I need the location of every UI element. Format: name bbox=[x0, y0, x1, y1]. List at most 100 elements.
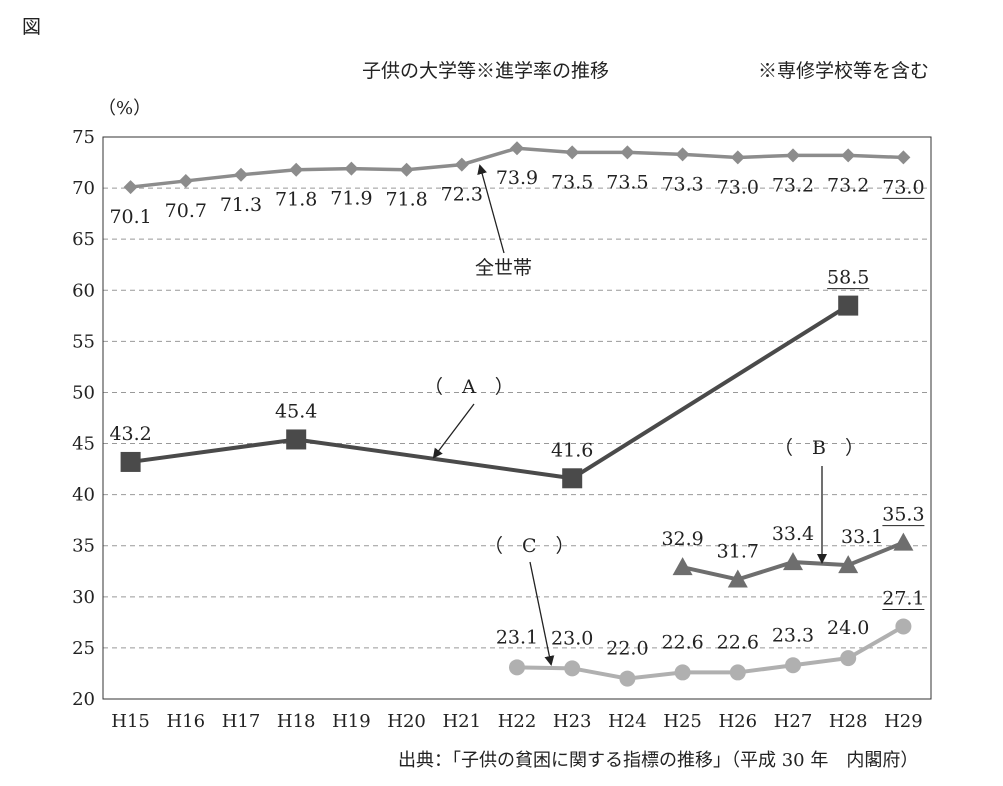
series-line bbox=[130, 303, 850, 481]
data-point bbox=[730, 150, 745, 165]
data-point bbox=[841, 148, 856, 163]
data-label: 22.6 bbox=[717, 631, 759, 653]
data-label: 35.3 bbox=[882, 504, 924, 526]
data-label: 41.6 bbox=[551, 439, 593, 461]
series-line bbox=[516, 624, 905, 681]
annotation-a-label: （ A ） bbox=[424, 376, 514, 398]
data-label: 71.8 bbox=[385, 189, 427, 211]
data-label: 27.1 bbox=[882, 587, 924, 609]
data-label: 73.0 bbox=[882, 176, 924, 198]
annotation-a: （ A ） bbox=[424, 376, 514, 459]
data-point bbox=[562, 468, 583, 489]
chart-note: ※専修学校等を含む bbox=[758, 60, 930, 82]
data-label: 24.0 bbox=[827, 617, 869, 639]
annotation-all-households-arrow bbox=[477, 164, 505, 254]
data-point bbox=[344, 161, 359, 176]
data-label: 32.9 bbox=[661, 528, 703, 550]
data-point bbox=[509, 659, 525, 676]
data-point bbox=[893, 532, 914, 551]
data-label: 22.6 bbox=[661, 631, 703, 653]
data-label: 70.7 bbox=[165, 200, 207, 222]
data-label: 23.1 bbox=[496, 626, 538, 648]
y-tick-label: 75 bbox=[72, 127, 95, 148]
y-tick-label: 55 bbox=[72, 331, 95, 352]
x-tick-label: H27 bbox=[774, 711, 813, 732]
y-tick-label: 35 bbox=[72, 536, 95, 557]
annotation-a-arrow bbox=[432, 403, 475, 459]
data-label: 22.0 bbox=[606, 638, 648, 660]
data-point bbox=[729, 664, 746, 681]
x-tick-label: H22 bbox=[498, 711, 537, 732]
x-tick-label: H16 bbox=[166, 711, 205, 732]
data-point bbox=[838, 295, 859, 316]
annotation-b: （ B ） bbox=[774, 437, 864, 564]
data-label: 73.2 bbox=[827, 174, 869, 196]
y-tick-label: 30 bbox=[72, 587, 95, 608]
chart-source: 出典：「子供の貧困に関する指標の推移」（平成 30 年 内閣府） bbox=[398, 750, 919, 771]
data-point bbox=[510, 141, 524, 156]
x-tick-label: H15 bbox=[111, 711, 150, 732]
data-point bbox=[399, 162, 414, 177]
series-2: 32.9 31.7 33.4 33.135.3 bbox=[661, 504, 925, 588]
data-label: 58.5 bbox=[827, 267, 869, 289]
y-tick-label: 50 bbox=[72, 382, 95, 403]
x-tick-label: H19 bbox=[332, 711, 371, 732]
data-label: 71.9 bbox=[330, 188, 372, 210]
y-tick-label: 45 bbox=[72, 434, 95, 455]
annotation-c-label: （ C ） bbox=[484, 535, 575, 557]
y-tick-label: 20 bbox=[72, 689, 95, 710]
x-tick-label: H29 bbox=[884, 711, 923, 732]
chart-title: 子供の大学等※進学率の推移 bbox=[362, 60, 610, 82]
y-tick-label: 60 bbox=[72, 280, 95, 301]
data-point bbox=[234, 167, 248, 182]
data-label: 23.3 bbox=[772, 624, 814, 646]
data-point bbox=[727, 569, 748, 588]
y-tick-label: 40 bbox=[72, 485, 95, 506]
data-point bbox=[895, 618, 912, 635]
data-point bbox=[674, 664, 691, 681]
series-3: 23.1 23.0 22.0 22.6 22.6 23.3 24.0 27.1 bbox=[496, 587, 925, 687]
x-tick-label: H24 bbox=[608, 711, 647, 732]
data-label: 71.3 bbox=[220, 194, 262, 216]
data-point bbox=[620, 145, 635, 160]
data-point bbox=[289, 162, 304, 177]
annotation-c: （ C ） bbox=[484, 535, 575, 666]
data-label: 70.1 bbox=[109, 206, 151, 228]
data-point bbox=[120, 451, 141, 472]
series-0: 70.1 70.7 71.3 71.8 71.9 71.8 72.3 73.9 73.5 73.5… bbox=[109, 141, 925, 228]
data-label: 71.8 bbox=[275, 189, 317, 211]
data-label: 23.0 bbox=[551, 627, 593, 649]
data-label: 31.7 bbox=[717, 540, 759, 562]
data-label: 73.5 bbox=[551, 171, 593, 193]
data-point bbox=[454, 157, 469, 172]
data-label: 33.4 bbox=[772, 523, 814, 545]
data-point bbox=[785, 657, 801, 674]
data-point bbox=[786, 148, 800, 163]
series-1: 43.2 45.4 41.6 58.5 bbox=[109, 267, 869, 489]
y-tick-label: 70 bbox=[72, 178, 95, 199]
data-point bbox=[178, 173, 193, 188]
x-tick-label: H25 bbox=[663, 711, 702, 732]
x-tick-label: H17 bbox=[222, 711, 261, 732]
x-tick-label: H26 bbox=[718, 711, 757, 732]
data-label: 73.2 bbox=[772, 174, 814, 196]
annotation-c-arrow bbox=[529, 561, 555, 666]
data-label: 73.0 bbox=[717, 176, 759, 198]
data-label: 45.4 bbox=[275, 400, 317, 422]
annotation-b-label: （ B ） bbox=[774, 437, 864, 459]
data-point bbox=[783, 552, 803, 571]
annotation-all-households-label: 全世帯 bbox=[475, 257, 532, 279]
data-point bbox=[896, 150, 911, 165]
x-tick-label: H28 bbox=[829, 711, 868, 732]
annotation-all-households: 全世帯 bbox=[475, 164, 532, 279]
data-point bbox=[123, 180, 138, 195]
data-point bbox=[840, 650, 857, 667]
x-tick-label: H23 bbox=[553, 711, 592, 732]
x-tick-label: H18 bbox=[277, 711, 316, 732]
data-point bbox=[672, 557, 693, 576]
y-tick-label: 65 bbox=[72, 229, 95, 250]
y-axis-unit: （%） bbox=[98, 98, 152, 119]
data-point bbox=[619, 670, 636, 687]
y-tick-label: 25 bbox=[72, 638, 95, 659]
